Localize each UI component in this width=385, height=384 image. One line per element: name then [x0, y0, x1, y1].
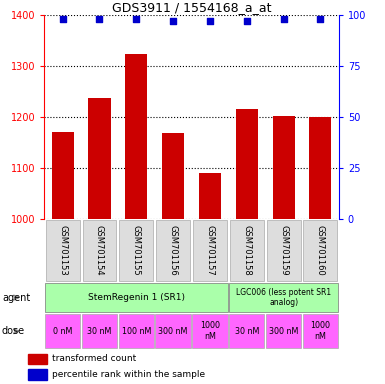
Text: 300 nM: 300 nM	[159, 327, 188, 336]
Point	[96, 17, 102, 23]
FancyBboxPatch shape	[45, 283, 228, 312]
FancyBboxPatch shape	[230, 220, 264, 281]
Text: GSM701157: GSM701157	[206, 225, 214, 276]
Text: percentile rank within the sample: percentile rank within the sample	[52, 370, 205, 379]
Point	[60, 17, 66, 23]
Text: GSM701154: GSM701154	[95, 225, 104, 276]
FancyBboxPatch shape	[303, 314, 338, 348]
Text: transformed count: transformed count	[52, 354, 136, 363]
Bar	[28, 369, 47, 380]
Point	[281, 17, 287, 23]
Text: 30 nM: 30 nM	[87, 327, 112, 336]
Title: GDS3911 / 1554168_a_at: GDS3911 / 1554168_a_at	[112, 1, 271, 14]
FancyBboxPatch shape	[229, 314, 264, 348]
Bar	[162, 133, 184, 219]
Bar	[28, 354, 47, 364]
FancyBboxPatch shape	[266, 314, 301, 348]
Text: 30 nM: 30 nM	[234, 327, 259, 336]
FancyBboxPatch shape	[82, 314, 117, 348]
FancyBboxPatch shape	[303, 220, 337, 281]
FancyBboxPatch shape	[156, 220, 190, 281]
FancyBboxPatch shape	[229, 283, 338, 312]
Point	[170, 18, 176, 25]
Bar	[52, 132, 74, 219]
Text: 300 nM: 300 nM	[269, 327, 298, 336]
FancyBboxPatch shape	[192, 314, 228, 348]
Text: StemRegenin 1 (SR1): StemRegenin 1 (SR1)	[88, 293, 185, 302]
Point	[133, 17, 139, 23]
Text: LGC006 (less potent SR1
analog): LGC006 (less potent SR1 analog)	[236, 288, 331, 307]
Text: GSM701160: GSM701160	[316, 225, 325, 276]
Point	[244, 18, 250, 25]
FancyBboxPatch shape	[46, 220, 80, 281]
FancyBboxPatch shape	[267, 220, 301, 281]
FancyBboxPatch shape	[119, 314, 154, 348]
FancyBboxPatch shape	[45, 314, 80, 348]
Text: dose: dose	[2, 326, 25, 336]
Text: agent: agent	[2, 293, 30, 303]
Bar	[89, 98, 110, 219]
FancyBboxPatch shape	[82, 220, 116, 281]
Bar	[199, 173, 221, 219]
Text: GSM701158: GSM701158	[242, 225, 251, 276]
Bar	[125, 53, 147, 219]
Text: GSM701153: GSM701153	[58, 225, 67, 276]
Text: 1000
nM: 1000 nM	[310, 321, 330, 341]
Text: 100 nM: 100 nM	[122, 327, 151, 336]
FancyBboxPatch shape	[193, 220, 227, 281]
Text: 0 nM: 0 nM	[53, 327, 72, 336]
FancyBboxPatch shape	[119, 220, 153, 281]
FancyBboxPatch shape	[156, 314, 191, 348]
Bar	[273, 116, 295, 219]
Text: 1000
nM: 1000 nM	[200, 321, 220, 341]
Bar	[310, 117, 331, 219]
Point	[207, 18, 213, 25]
Bar	[236, 109, 258, 219]
Point	[317, 17, 323, 23]
Text: GSM701159: GSM701159	[279, 225, 288, 276]
Text: GSM701155: GSM701155	[132, 225, 141, 276]
Text: GSM701156: GSM701156	[169, 225, 177, 276]
